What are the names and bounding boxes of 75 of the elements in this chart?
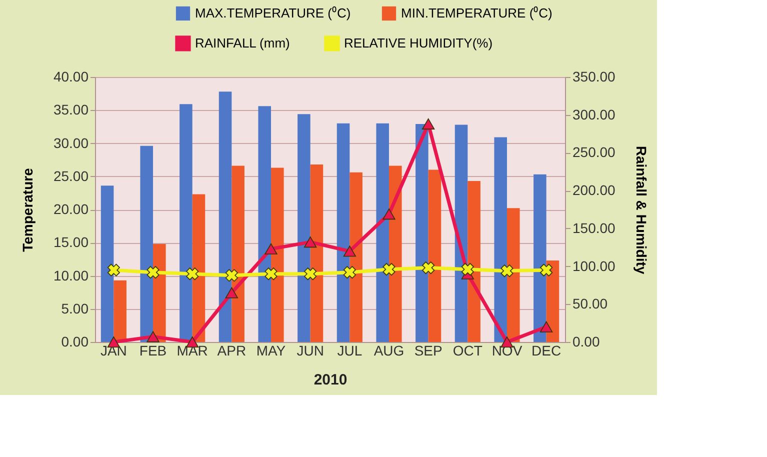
x-axis-title: 2010 bbox=[314, 372, 348, 388]
y2-tick-label: 300.00 bbox=[572, 106, 616, 122]
bar bbox=[388, 166, 402, 342]
legend-label: MAX.TEMPERATURE (⁰C) bbox=[195, 5, 351, 20]
bar bbox=[298, 114, 310, 342]
point bbox=[304, 268, 317, 280]
point bbox=[540, 264, 553, 276]
legend-label: RAINFALL (mm) bbox=[195, 35, 290, 50]
point bbox=[304, 236, 317, 248]
bar bbox=[232, 166, 244, 342]
bar bbox=[271, 168, 284, 342]
point bbox=[186, 268, 199, 280]
point bbox=[146, 266, 160, 279]
bar bbox=[428, 170, 442, 342]
point bbox=[382, 263, 396, 276]
point bbox=[422, 262, 435, 274]
y2-tick-label: 100.00 bbox=[572, 258, 616, 274]
bar bbox=[506, 208, 520, 342]
bar bbox=[258, 106, 272, 342]
bar bbox=[336, 123, 350, 342]
bar bbox=[218, 92, 232, 342]
point bbox=[382, 208, 396, 220]
y-tick-label: 20.00 bbox=[53, 201, 89, 217]
x-tick-label: APR bbox=[217, 342, 246, 358]
y-tick-label: 15.00 bbox=[53, 234, 89, 250]
point bbox=[422, 118, 435, 130]
bar bbox=[192, 194, 206, 342]
x-tick-label: JUL bbox=[337, 342, 362, 358]
x-tick-label: AUG bbox=[374, 342, 404, 358]
y2-tick-label: 200.00 bbox=[572, 182, 616, 198]
x-tick-label: DEC bbox=[532, 342, 562, 358]
bar bbox=[100, 186, 114, 342]
bar bbox=[350, 172, 362, 342]
x-tick-label: SEP bbox=[414, 342, 442, 358]
y-tick-label: 10.00 bbox=[53, 267, 89, 284]
bar bbox=[180, 104, 192, 342]
bar bbox=[140, 146, 154, 342]
y2-tick-label: 250.00 bbox=[572, 144, 616, 160]
point bbox=[500, 264, 514, 278]
point bbox=[107, 264, 120, 276]
x-tick-label: OCT bbox=[452, 342, 483, 358]
x-tick-label: FEB bbox=[139, 342, 167, 358]
point bbox=[225, 287, 238, 298]
point bbox=[264, 243, 278, 254]
bar bbox=[534, 174, 546, 342]
legend-label: RELATIVE HUMIDITY(%) bbox=[344, 35, 493, 50]
y2-axis-title: Rainfall & Humidity bbox=[633, 146, 650, 274]
y-tick-label: 0.00 bbox=[61, 334, 89, 350]
y2-tick-label: 150.00 bbox=[572, 220, 616, 236]
y2-tick-label: 350.00 bbox=[572, 68, 616, 84]
point bbox=[146, 331, 160, 342]
point bbox=[343, 246, 356, 257]
bar bbox=[468, 181, 480, 342]
point bbox=[343, 266, 356, 279]
point bbox=[264, 268, 278, 280]
y2-tick-label: 0.00 bbox=[572, 334, 600, 350]
y-axis-title: Temperature bbox=[19, 168, 36, 252]
x-tick-label: MAR bbox=[176, 342, 208, 358]
bar bbox=[114, 280, 126, 342]
bar bbox=[376, 123, 389, 342]
y-tick-label: 40.00 bbox=[53, 68, 89, 84]
legend-label: MIN.TEMPERATURE (⁰C) bbox=[401, 5, 552, 20]
y2-tick-label: 50.00 bbox=[572, 296, 608, 312]
bar bbox=[494, 137, 507, 342]
x-tick-label: JUN bbox=[296, 342, 324, 358]
point bbox=[461, 263, 474, 276]
y-tick-label: 35.00 bbox=[53, 102, 89, 118]
bar bbox=[310, 164, 324, 342]
bar bbox=[416, 124, 428, 342]
point bbox=[540, 321, 553, 332]
y-tick-label: 30.00 bbox=[53, 134, 89, 151]
y-tick-label: 25.00 bbox=[53, 168, 89, 184]
y-tick-label: 5.00 bbox=[61, 300, 89, 316]
x-tick-label: MAY bbox=[256, 342, 286, 358]
point bbox=[225, 269, 238, 282]
